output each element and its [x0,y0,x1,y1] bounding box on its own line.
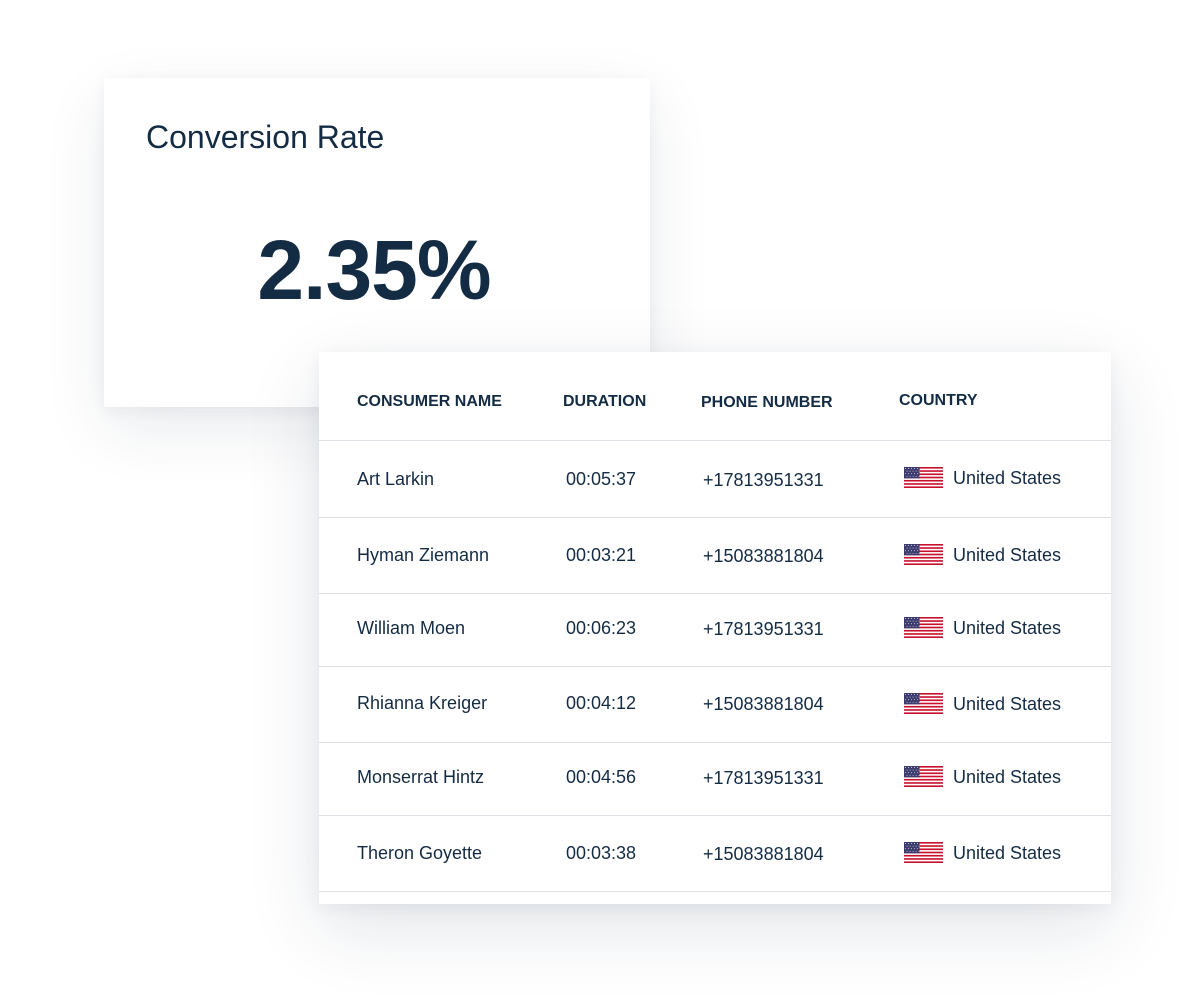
duration: 00:06:23 [566,618,637,638]
us-flag-icon [904,693,943,714]
phone-number: +15083881804 [703,694,824,714]
duration: 00:04:56 [566,767,637,787]
us-flag-icon [904,467,943,488]
us-flag-icon [904,766,943,787]
consumer-table: CONSUMER NAME DURATION PHONE NUMBER COUN… [319,352,1111,904]
phone-number: +15083881804 [703,844,824,864]
kpi-value: 2.35% [257,223,491,317]
duration: 00:03:38 [566,843,637,863]
country-label: United States [953,766,1062,787]
country: United States [904,766,1061,787]
column-header-duration[interactable]: DURATION [563,393,647,410]
duration: 00:03:21 [566,545,637,565]
us-flag-icon [904,617,943,638]
us-flag-icon [904,544,943,565]
country-label: United States [953,544,1062,565]
consumer-name: William Moen [357,618,466,638]
consumer-name: Rhianna Kreiger [357,693,488,713]
country: United States [904,467,1061,488]
country-label: United States [953,617,1062,638]
us-flag-icon [904,842,943,863]
phone-number: +17813951331 [703,470,824,490]
country: United States [904,842,1061,863]
consumer-name: Hyman Ziemann [357,545,490,565]
country: United States [904,617,1061,638]
consumer-name: Monserrat Hintz [357,767,485,787]
duration: 00:04:12 [566,693,637,713]
table-row[interactable]: Monserrat Hintz 00:04:56 +17813951331 Un… [319,743,1111,816]
table-header: CONSUMER NAME DURATION PHONE NUMBER COUN… [319,352,1111,441]
table-row[interactable]: William Moen 00:06:23 +17813951331 Unite… [319,594,1111,667]
phone-number: +17813951331 [703,619,824,639]
country-label: United States [953,693,1062,714]
phone-number: +15083881804 [703,546,824,566]
table-row[interactable]: Rhianna Kreiger 00:04:12 +15083881804 Un… [319,667,1111,743]
duration: 00:05:37 [566,469,637,489]
column-header-consumer-name[interactable]: CONSUMER NAME [357,393,502,410]
table-row[interactable]: Theron Goyette 00:03:38 +15083881804 Uni… [319,816,1111,892]
table-row[interactable]: Art Larkin 00:05:37 +17813951331 United … [319,441,1111,518]
country: United States [904,544,1061,565]
consumer-name: Art Larkin [357,469,435,489]
kpi-title: Conversion Rate [146,119,385,155]
consumer-name: Theron Goyette [357,843,483,863]
phone-number: +17813951331 [703,768,824,788]
country-label: United States [953,467,1062,488]
country: United States [904,693,1061,714]
table-row[interactable]: Hyman Ziemann 00:03:21 +15083881804 Unit… [319,518,1111,594]
column-header-phone-number[interactable]: PHONE NUMBER [701,394,833,411]
country-label: United States [953,842,1062,863]
column-header-country[interactable]: COUNTRY [899,392,978,409]
